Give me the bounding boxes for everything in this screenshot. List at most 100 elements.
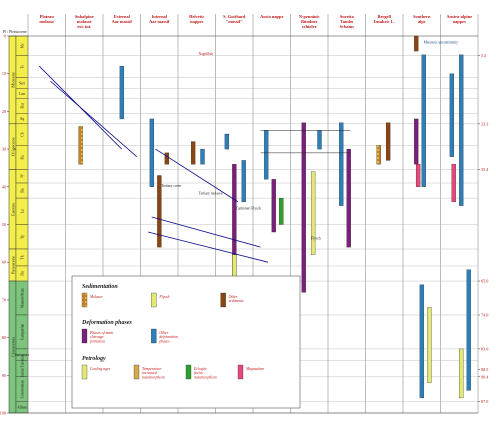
left-tick-label: 80 <box>2 335 6 340</box>
age-range-bar <box>451 164 456 203</box>
right-tick-label: 23.3 <box>481 121 488 126</box>
column-header: Plateau molasse <box>39 14 54 24</box>
left-tick-label: 50 <box>2 222 6 227</box>
annotation-label: Mesozoic unconformity <box>424 41 459 45</box>
legend-item-line: Magmatism <box>245 367 264 371</box>
column-header-line: Southern <box>413 14 431 19</box>
thrust-trend-line <box>155 148 239 203</box>
column-header-line: External <box>114 14 131 19</box>
column-header-line: Subalpine <box>75 14 94 19</box>
stage-label: Campanian <box>21 324 25 341</box>
age-range-bar <box>317 130 322 150</box>
legend-item-line: Eclogite <box>193 367 207 371</box>
legend-item-label: Cooling ages <box>90 367 111 371</box>
legend-swatch <box>237 364 244 380</box>
column-header-line: Aar massif <box>149 19 170 24</box>
legend-item-line: Phases of main <box>89 331 113 335</box>
column-header-line: Austro-alpine <box>446 14 472 19</box>
age-range-bar <box>301 122 306 293</box>
legend-section-title: Deformation phases <box>81 320 133 326</box>
legend-item-line: metamorphism <box>194 375 217 379</box>
age-range-bar <box>264 130 269 180</box>
stage-label: Coniacian Turonian <box>21 354 25 383</box>
legend-item-line: cleavage <box>90 335 104 339</box>
thrust-trend-line <box>151 216 261 248</box>
annotations: Mesozoic unconformity Nagelfluh Flysch Carb… <box>161 41 458 241</box>
period-label: Cretaceous <box>11 337 16 357</box>
column-header-line: nappes <box>190 19 203 24</box>
right-tick-label: 83.0 <box>481 346 488 351</box>
legend-swatch <box>151 328 157 344</box>
age-range-bar <box>200 148 205 165</box>
column-header-line: schiefer <box>302 24 317 29</box>
column-header-line: Helvetic <box>189 14 204 19</box>
legend-item-label: Phases of main cleavage formation <box>89 331 113 343</box>
stage-label: Pr <box>20 175 24 179</box>
age-range-bar <box>421 54 426 187</box>
column-header: External Aar massif <box>112 14 133 24</box>
column-header-line: alps <box>418 19 426 24</box>
stage-label: Yp <box>21 235 25 239</box>
age-range-bar <box>385 122 391 161</box>
stage-label: Serr <box>19 82 26 86</box>
stage-label: Santonian <box>15 353 30 357</box>
column-header-line: N-penninic <box>299 14 320 19</box>
left-tick-label: 90 <box>2 373 6 378</box>
stage-label: Me <box>21 43 25 48</box>
age-range-bar <box>346 148 351 248</box>
column-header: Internal Aar massif <box>149 14 170 24</box>
legend-swatch <box>81 364 88 380</box>
age-range-bar <box>459 54 464 206</box>
legend-item-line: deformation <box>159 335 178 339</box>
column-header: Helvetic nappes <box>189 14 204 24</box>
column-header: Suretta Tambo Schams <box>340 14 355 29</box>
legend-item-line: Molasse <box>89 295 103 299</box>
column-header-line: Schams <box>340 24 355 29</box>
stage-label: Lan <box>19 92 25 96</box>
age-range-bar <box>271 179 276 233</box>
left-tick-label: 40 <box>2 184 6 189</box>
column-header-line: ext. int. <box>77 24 91 29</box>
column-header-line: Plateau <box>40 14 55 19</box>
column-header: Aosta nappe <box>260 14 283 19</box>
stage-label: To <box>21 64 25 68</box>
age-range-bar <box>339 122 344 206</box>
left-tick-label: 100 <box>0 411 6 416</box>
stage-band: Me To Serr Lan Bur Aq Ch Ru Pr Ba Lu Yp Th Da Maastric… <box>3 30 30 414</box>
column-header: Bergell Insubric L. <box>374 14 395 24</box>
column-header: Southern alps <box>413 14 431 24</box>
age-range-bar <box>414 118 419 165</box>
age-range-bar <box>279 197 284 225</box>
column-header: S. Gotthard "massif" <box>223 14 246 24</box>
age-range-bar <box>241 160 246 203</box>
age-range-bar <box>78 126 83 165</box>
right-tick-label: 35.4 <box>481 167 489 172</box>
legend-item-label: Molasse <box>89 295 103 299</box>
legend-section-title: Sedimentation <box>82 284 118 290</box>
right-tick-label: 88.5 <box>481 367 488 372</box>
legend-item-label: Magmatism <box>245 367 264 371</box>
stage-label: Lu <box>21 209 25 213</box>
age-axis: 0 10 20 30 40 50 60 70 80 90 100 5.2 23.3 35.4 65.0 74.… <box>0 34 489 416</box>
stage-label: Ch <box>21 132 25 136</box>
age-range-bar <box>119 66 125 120</box>
right-tick-label: 65.0 <box>481 279 488 284</box>
period-label: Oligocene <box>11 137 16 156</box>
column-header: Austro-alpine nappes <box>446 14 472 24</box>
age-range-bar <box>164 152 170 165</box>
left-tick-label: 0 <box>4 34 6 39</box>
column-header: N-penninic Bündner schiefer <box>299 14 320 29</box>
left-tick-label: 70 <box>2 297 6 302</box>
legend-item-line: phases <box>158 339 170 343</box>
column-header-line: Aosta nappe <box>260 14 283 19</box>
period-label: Paleocene <box>11 256 16 274</box>
stage-label: Th <box>21 255 25 259</box>
column-header-line: "massif" <box>226 19 243 24</box>
stage-label: Aq <box>20 117 25 121</box>
thrust-trend-line <box>147 231 269 263</box>
legend-item-line: metamorphism <box>142 375 165 379</box>
right-tick-label: 90.4 <box>481 374 489 379</box>
legend-item-label: Flysch <box>158 295 169 299</box>
